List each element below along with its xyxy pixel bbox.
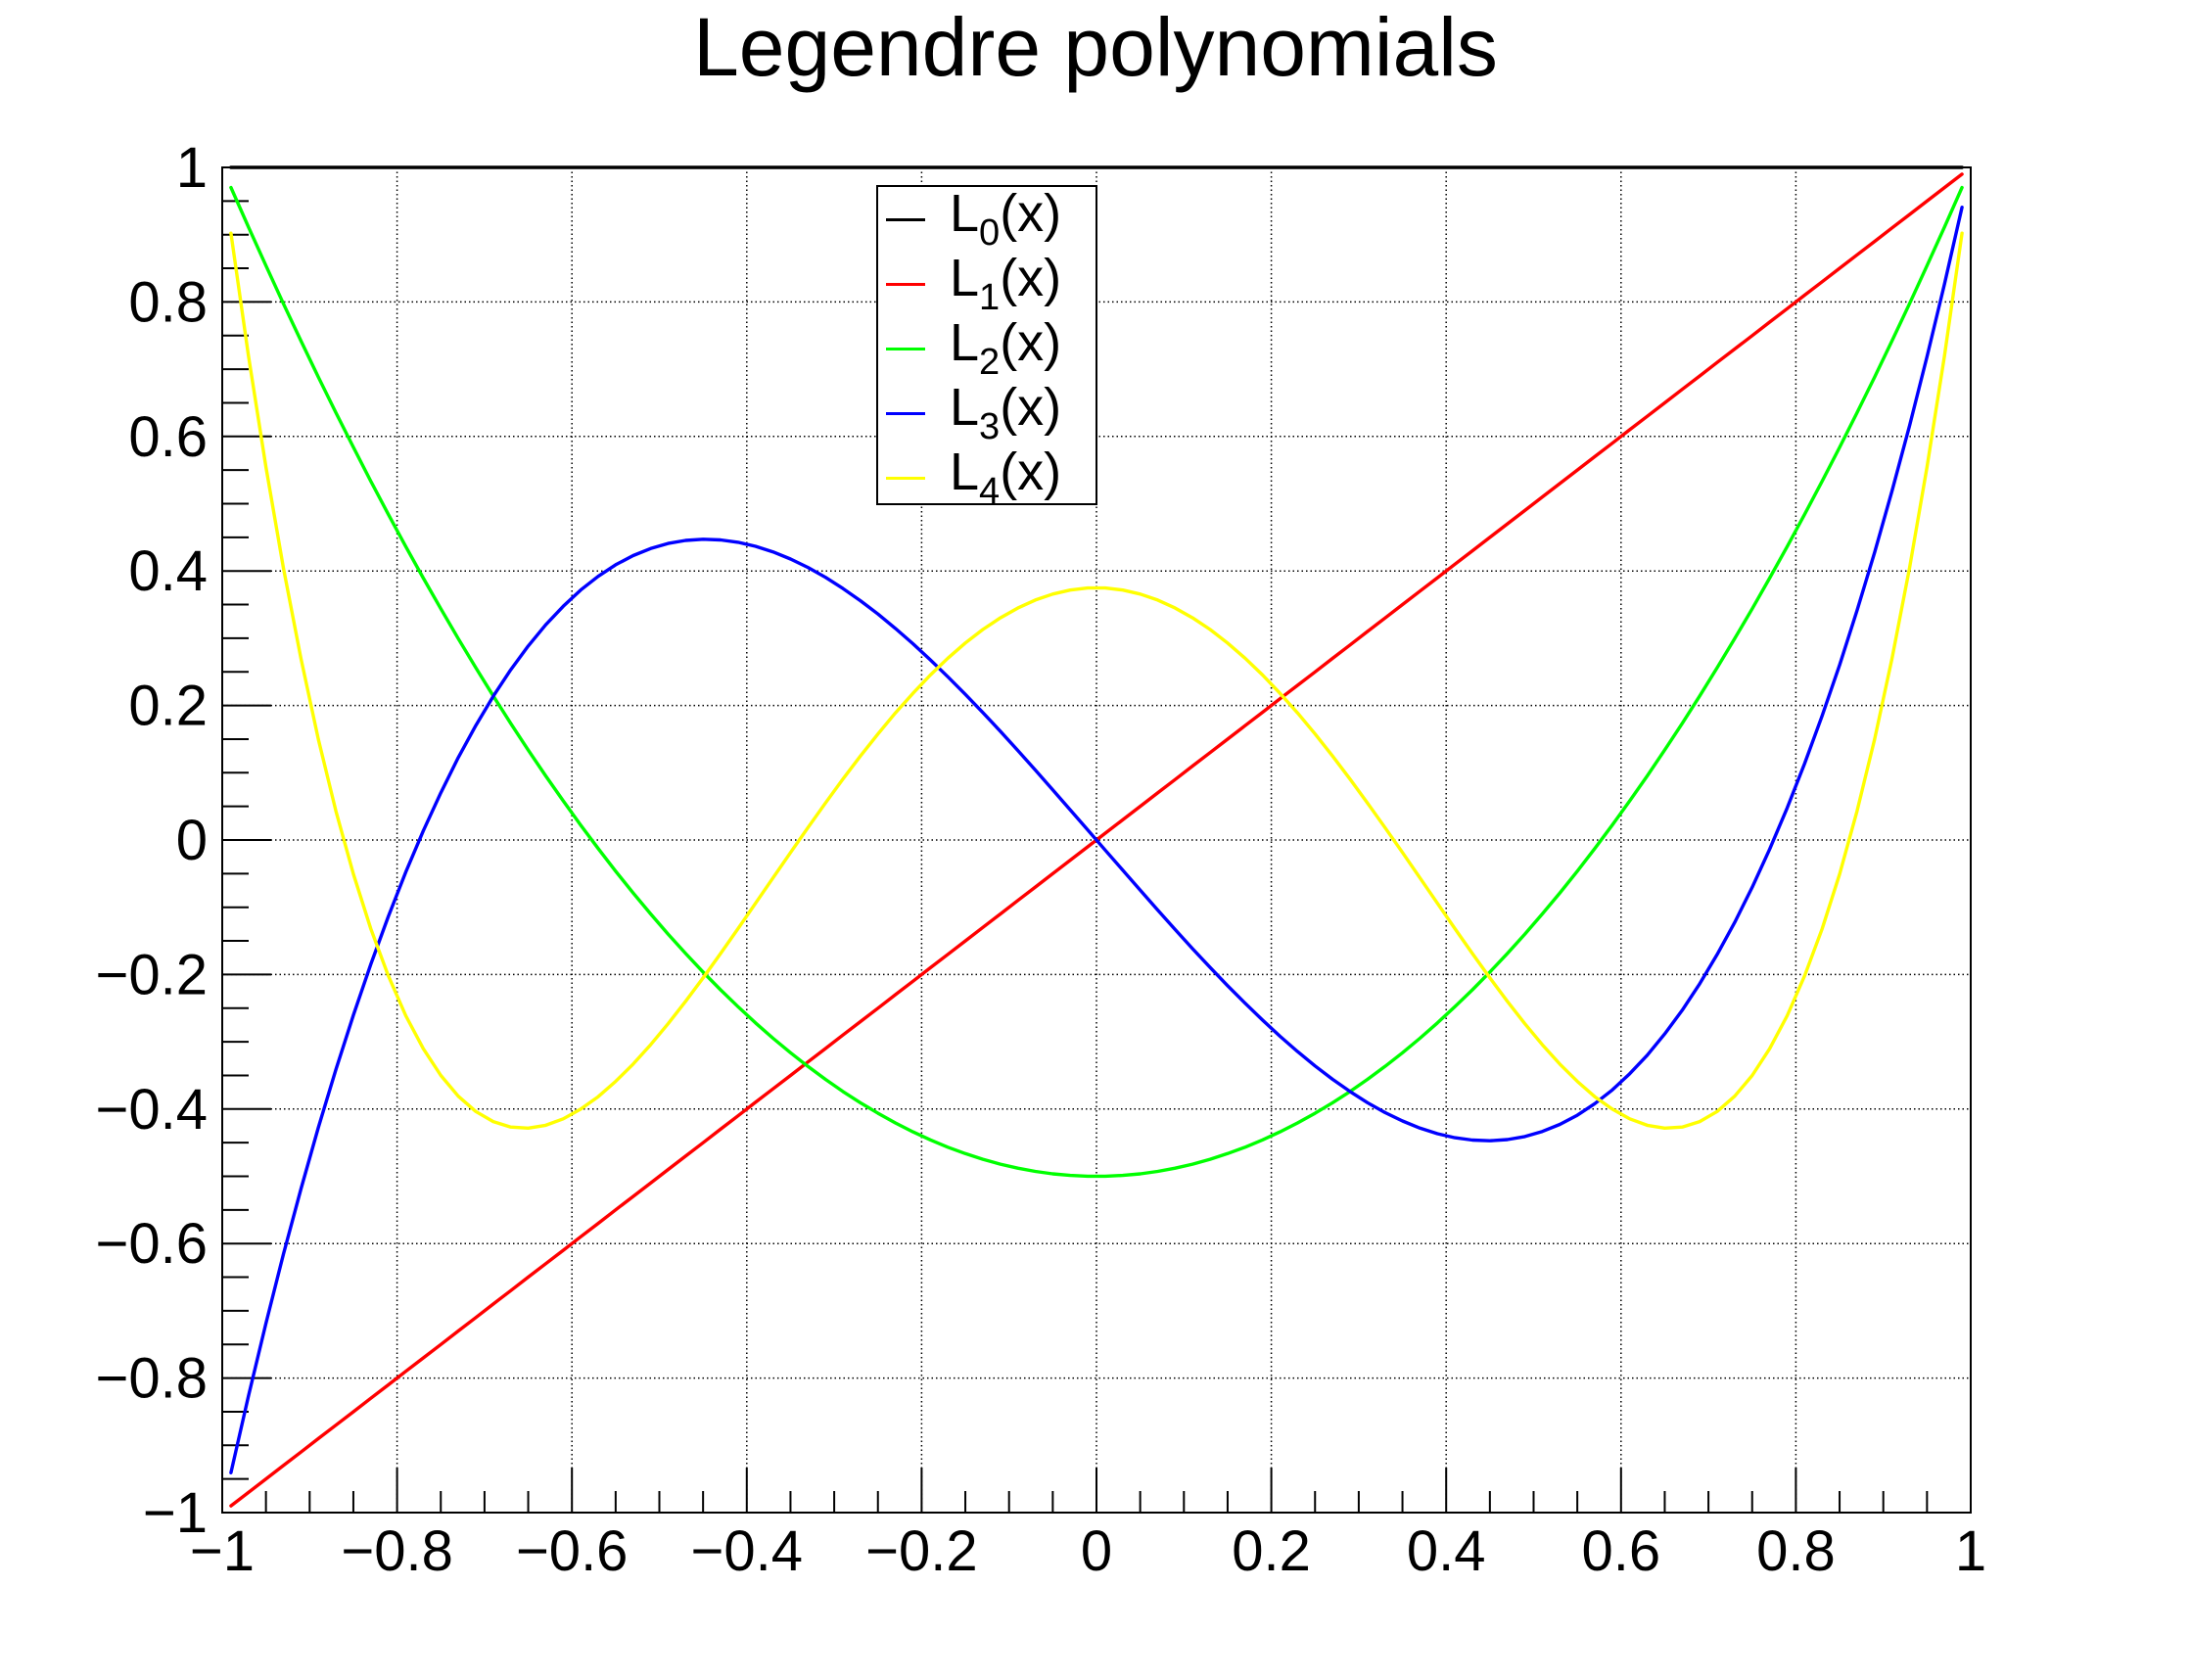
legend-line-swatch	[886, 476, 925, 480]
y-tick-label: 1	[176, 136, 208, 200]
x-tick-label: 0	[1081, 1519, 1112, 1583]
y-tick-label: −1	[143, 1481, 208, 1545]
legend-box: L0(x) L1(x) L2(x) L3(x) L4(x)	[876, 185, 1097, 510]
y-tick-label: 0.4	[128, 539, 208, 603]
y-tick-label: −0.2	[96, 943, 209, 1006]
legend-line-swatch	[886, 411, 925, 415]
y-tick-label: −0.6	[96, 1212, 209, 1276]
legend-item: L2(x)	[878, 316, 1096, 381]
legend-line-swatch	[886, 217, 925, 221]
x-tick-label: −0.8	[341, 1519, 453, 1583]
x-tick-label: 0.2	[1232, 1519, 1311, 1583]
y-tick-label: −0.4	[96, 1078, 209, 1142]
legend-line-swatch	[886, 347, 925, 350]
y-tick-label: 0	[176, 809, 208, 872]
y-tick-label: −0.8	[96, 1347, 209, 1411]
y-tick-label: 0.8	[128, 270, 208, 334]
y-tick-label: 0.2	[128, 675, 208, 738]
legend-line-swatch	[886, 282, 925, 286]
x-tick-label: 0.8	[1756, 1519, 1836, 1583]
legend-item: L4(x)	[878, 445, 1096, 510]
legend-item: L3(x)	[878, 381, 1096, 445]
x-tick-label: −0.4	[691, 1519, 804, 1583]
x-tick-label: 0.4	[1407, 1519, 1486, 1583]
legend-label: L1(x)	[950, 249, 1062, 318]
x-tick-label: −0.6	[516, 1519, 629, 1583]
legend-label: L0(x)	[950, 184, 1062, 254]
legend-label: L4(x)	[950, 443, 1062, 512]
x-tick-label: 1	[1955, 1519, 1986, 1583]
y-tick-label: 0.6	[128, 405, 208, 469]
x-tick-label: 0.6	[1581, 1519, 1660, 1583]
legend-item: L1(x)	[878, 252, 1096, 316]
curve-L2	[229, 185, 1964, 1179]
legend-label: L2(x)	[950, 313, 1062, 383]
x-tick-label: −0.2	[865, 1519, 978, 1583]
chart-title: Legendre polynomials	[693, 1, 1498, 93]
curve-L3	[229, 205, 1964, 1475]
x-tick-label: −1	[190, 1519, 255, 1583]
legend-label: L3(x)	[950, 378, 1062, 447]
curve-L4	[229, 231, 1964, 1131]
legend-item: L0(x)	[878, 187, 1096, 252]
